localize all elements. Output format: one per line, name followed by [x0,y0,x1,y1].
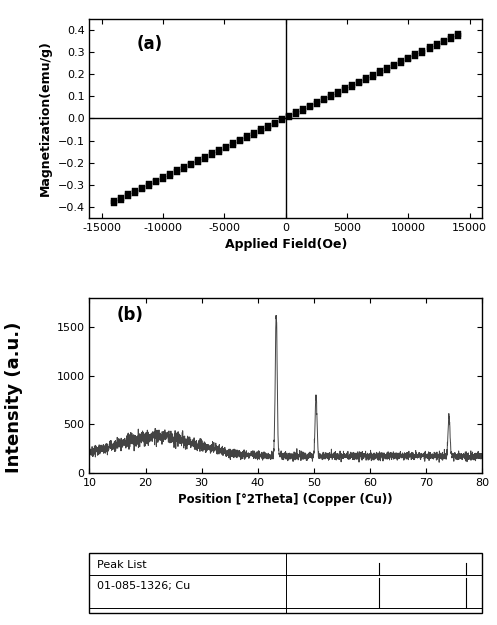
Text: Peak List: Peak List [97,560,147,570]
Text: Intensity (a.u.): Intensity (a.u.) [5,321,23,472]
X-axis label: Position [°2Theta] (Copper (Cu)): Position [°2Theta] (Copper (Cu)) [178,494,393,506]
Text: (b): (b) [117,306,144,324]
Text: (a): (a) [137,35,163,52]
Text: 01-085-1326; Cu: 01-085-1326; Cu [97,581,190,591]
X-axis label: Applied Field(Oe): Applied Field(Oe) [225,239,347,251]
Y-axis label: Magnetization(emu/g): Magnetization(emu/g) [39,41,52,196]
